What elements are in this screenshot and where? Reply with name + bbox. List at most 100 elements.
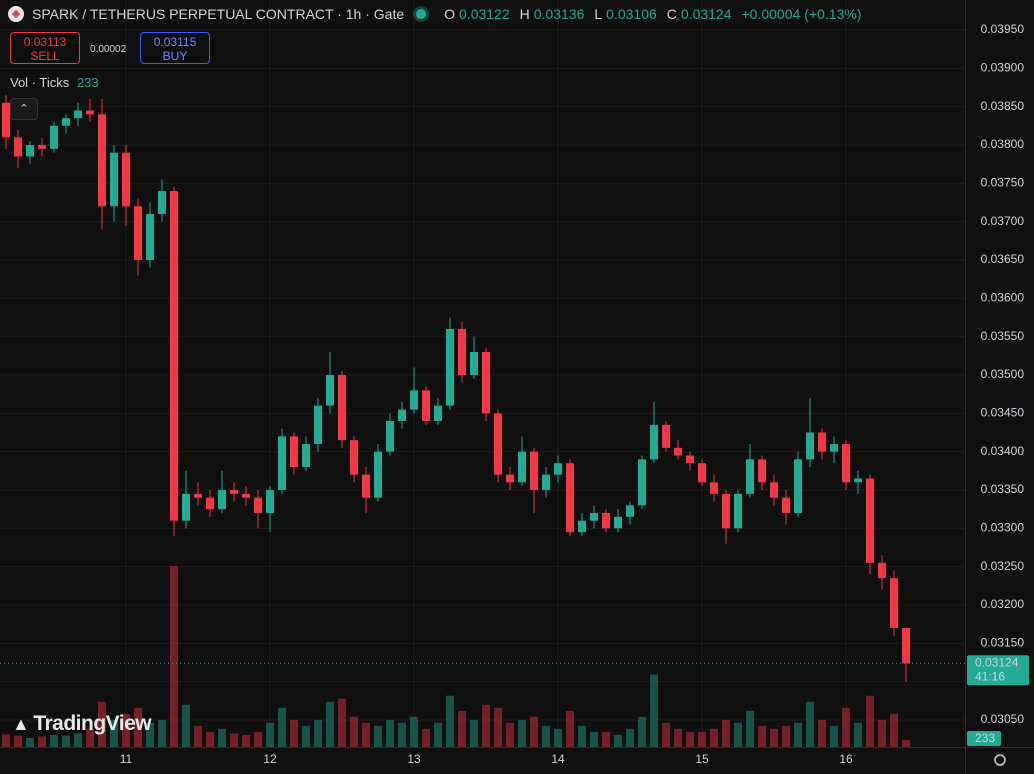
- volume-bar: [278, 707, 286, 747]
- volume-bar: [338, 698, 346, 747]
- candle-body: [566, 463, 574, 533]
- candle-body: [242, 493, 250, 498]
- candle-body: [338, 374, 346, 441]
- volume-bar: [194, 725, 202, 747]
- candle-body: [482, 351, 490, 414]
- y-tick-label: 0.03550: [981, 329, 1025, 343]
- candle-body: [806, 432, 814, 460]
- candle-body: [602, 513, 610, 529]
- volume-bar: [26, 737, 34, 747]
- volume-bar: [506, 722, 514, 747]
- volume-bar: [782, 725, 790, 747]
- candle-body: [374, 451, 382, 498]
- volume-bar: [122, 713, 130, 747]
- candle-body: [362, 474, 370, 498]
- volume-bar: [134, 707, 142, 747]
- volume-bar: [254, 731, 262, 747]
- candle-body: [614, 516, 622, 529]
- volume-bar: [182, 704, 190, 747]
- sell-button[interactable]: 0.03113 SELL: [10, 32, 80, 64]
- candle-body: [74, 110, 82, 119]
- y-tick-label: 0.03450: [981, 406, 1025, 420]
- volume-bar: [218, 728, 226, 747]
- candle-body: [626, 505, 634, 517]
- volume-bar: [746, 710, 754, 747]
- symbol-logo: [8, 6, 24, 22]
- candle-body: [230, 490, 238, 494]
- volume-bar: [710, 728, 718, 747]
- candle-body: [722, 493, 730, 529]
- candle-body: [662, 424, 670, 448]
- legend-header: SPARK / TETHERUS PERPETUAL CONTRACT · 1h…: [8, 6, 862, 22]
- chart-title[interactable]: SPARK / TETHERUS PERPETUAL CONTRACT · 1h…: [32, 6, 405, 22]
- candle-body: [350, 440, 358, 475]
- candle-body: [398, 409, 406, 421]
- y-tick-label: 0.03300: [981, 521, 1025, 535]
- candle-body: [518, 451, 526, 483]
- volume-bar: [674, 728, 682, 747]
- volume-bar: [350, 716, 358, 747]
- volume-bar: [878, 719, 886, 747]
- volume-bar: [410, 716, 418, 747]
- y-tick-label: 0.03600: [981, 290, 1025, 304]
- volume-bar: [110, 719, 118, 747]
- y-tick-label: 0.03950: [981, 22, 1025, 36]
- candle-body: [386, 420, 394, 452]
- volume-bar: [842, 707, 850, 747]
- volume-bar: [890, 713, 898, 747]
- spread: 0.00002: [90, 44, 127, 55]
- candle-body: [86, 110, 94, 115]
- volume-bar: [590, 731, 598, 747]
- volume-bar: [638, 716, 646, 747]
- volume-bar: [854, 722, 862, 747]
- ohlc-label: C: [666, 6, 677, 22]
- candle-body: [782, 497, 790, 514]
- volume-bar: [434, 722, 442, 747]
- ohlc-value: 0.03122: [459, 6, 510, 22]
- volume-bar: [230, 733, 238, 747]
- volume-bar: [686, 731, 694, 747]
- volume-bar: [650, 674, 658, 747]
- candle-body: [62, 118, 70, 126]
- price-axis: [965, 0, 1034, 774]
- volume-bar: [50, 734, 58, 747]
- candle-body: [590, 513, 598, 521]
- candle-body: [110, 152, 118, 207]
- ohlc-label: O: [444, 6, 456, 22]
- candle-body: [122, 152, 130, 207]
- candle-body: [206, 497, 214, 510]
- candle-body: [650, 424, 658, 460]
- buy-button[interactable]: 0.03115 BUY: [140, 32, 210, 64]
- y-tick-label: 0.03700: [981, 214, 1025, 228]
- volume-bar: [734, 722, 742, 747]
- candle-body: [758, 459, 766, 483]
- volume-bar: [458, 710, 466, 747]
- volume-bar: [326, 701, 334, 747]
- volume-bar: [722, 719, 730, 747]
- y-tick-label: 0.03650: [981, 252, 1025, 266]
- settings-icon: [994, 754, 1006, 766]
- volume-tag: [967, 731, 1001, 746]
- volume-bar: [818, 719, 826, 747]
- volume-bar: [758, 725, 766, 747]
- candle-body: [326, 374, 334, 406]
- y-tick-label: 0.03050: [981, 712, 1025, 726]
- sell-price: 0.03113: [23, 35, 67, 49]
- change-percent: (+0.13%): [804, 6, 862, 22]
- volume-bar: [482, 704, 490, 747]
- volume-bar: [266, 722, 274, 747]
- x-tick-label: 13: [407, 752, 421, 766]
- volume-bar: [386, 719, 394, 747]
- watermark: ▲ TradingView: [12, 712, 152, 735]
- watermark-text: TradingView: [33, 712, 152, 735]
- volume-bar: [98, 701, 106, 747]
- candle-body: [530, 451, 538, 491]
- y-tick-label: 0.03900: [981, 60, 1025, 74]
- volume-bar: [446, 695, 454, 747]
- last-price-tag: [967, 655, 1029, 686]
- candle-body: [38, 144, 46, 149]
- y-tick-label: 0.03250: [981, 559, 1025, 573]
- collapse-button[interactable]: ⌃: [10, 98, 38, 120]
